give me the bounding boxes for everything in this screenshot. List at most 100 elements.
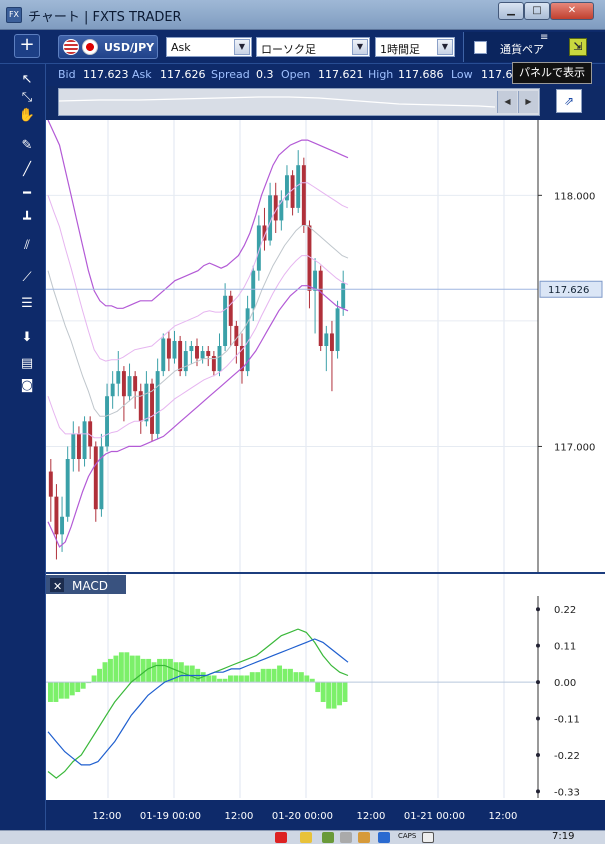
- candle-body: [93, 446, 98, 510]
- macd-histogram-bar: [222, 678, 228, 683]
- macd-signal-line: [47, 638, 349, 766]
- hand-icon[interactable]: ✋: [18, 108, 36, 123]
- candle-body: [223, 295, 228, 346]
- chevron-down-icon[interactable]: ▼: [234, 39, 250, 55]
- chart-type-select[interactable]: ローソク足 ▼: [256, 37, 370, 57]
- vertical-line-icon[interactable]: ┻: [23, 212, 31, 227]
- candle-body: [71, 433, 76, 459]
- macd-histogram-bar: [118, 652, 124, 683]
- macd-tick-label: -0.11: [554, 715, 580, 726]
- navigator-sparkline: [59, 96, 495, 108]
- open-label: Open: [281, 68, 311, 81]
- fan-icon[interactable]: ⟋: [22, 270, 32, 285]
- pair-panel-checkbox[interactable]: [474, 41, 487, 54]
- chart-toolbar: + USD/JPY Ask ▼ ローソク足 ▼ 1時間足 ▼ 通貨ペア ≡ ⇲: [0, 30, 605, 64]
- pair-panel-label[interactable]: 通貨ペア: [500, 43, 544, 56]
- price-chart[interactable]: 118.000 117.000 117.626 ✕ MACD 0.22 0.11 0.00 -0…: [46, 120, 605, 810]
- pin-icon[interactable]: ✎: [21, 138, 33, 153]
- panel-tooltip: パネルで表示: [512, 62, 592, 84]
- cursor-icon[interactable]: ↖: [21, 72, 33, 87]
- chart-area[interactable]: 118.000 117.000 117.626 ✕ MACD 0.22 0.11 0.00 -0…: [46, 120, 605, 810]
- chart-type-value: ローソク足: [261, 43, 316, 56]
- add-chart-button[interactable]: +: [14, 34, 40, 58]
- candle-body: [121, 371, 126, 397]
- popout-icon[interactable]: ⇲: [569, 38, 587, 56]
- chevron-down-icon[interactable]: ▼: [352, 39, 368, 55]
- nav-left-arrow[interactable]: ◀: [497, 91, 517, 113]
- jp-flag-icon: [82, 39, 98, 55]
- time-tick-label: 01-19 00:00: [139, 811, 201, 822]
- record-icon[interactable]: [275, 832, 287, 843]
- candle-body: [256, 225, 261, 271]
- us-flag-icon: [63, 39, 79, 55]
- macd-histogram-bar: [282, 668, 288, 683]
- macd-histogram-bar: [113, 655, 119, 683]
- macd-histogram-bar: [326, 682, 332, 709]
- candle-body: [76, 433, 81, 459]
- candle-body: [228, 295, 233, 326]
- chevron-down-icon[interactable]: ▼: [437, 39, 453, 55]
- network-icon[interactable]: [322, 832, 334, 843]
- taskbar: CAPS 7:19: [0, 830, 605, 844]
- candle-body: [54, 496, 59, 535]
- macd-tick-label: 0.11: [554, 642, 576, 653]
- macd-tick-label: -0.33: [554, 787, 580, 798]
- parallel-lines-icon[interactable]: ⫽: [24, 238, 30, 253]
- macd-histogram-bar: [206, 675, 212, 683]
- bb-upper-line: [47, 120, 349, 309]
- fibonacci-icon[interactable]: ☰: [21, 296, 33, 311]
- macd-histogram-bar: [304, 675, 310, 683]
- macd-tick: [536, 752, 540, 757]
- timeframe-select[interactable]: 1時間足 ▼: [375, 37, 455, 57]
- candle-body: [318, 270, 323, 346]
- candle-body: [88, 421, 93, 447]
- crosshair-cursor-icon[interactable]: ⤡: [21, 90, 33, 105]
- candle-body: [110, 383, 115, 397]
- clock: 7:19: [552, 831, 575, 842]
- macd-tick: [536, 643, 540, 648]
- candle-body: [262, 225, 267, 241]
- macd-histogram-bar: [315, 682, 321, 693]
- horizontal-line-icon[interactable]: ━: [23, 186, 31, 201]
- price-tick-label: 118.000: [554, 191, 595, 202]
- macd-histogram-bar: [211, 675, 217, 683]
- window-icon[interactable]: [422, 832, 434, 843]
- macd-tick: [536, 607, 540, 612]
- camera-icon[interactable]: ◙: [20, 378, 34, 393]
- quote-bar: Bid 117.623 Ask 117.626 Spread 0.3 Open …: [46, 64, 605, 86]
- fx-icon: FX: [6, 7, 22, 23]
- macd-histogram-bar: [277, 665, 282, 683]
- nav-right-arrow[interactable]: ▶: [518, 91, 538, 113]
- bid-label: Bid: [58, 68, 76, 81]
- price-side-select[interactable]: Ask ▼: [166, 37, 252, 57]
- trendline-icon[interactable]: ╱: [23, 162, 31, 177]
- menu-icon[interactable]: ≡: [540, 32, 549, 43]
- time-tick-label: 01-21 00:00: [403, 811, 465, 822]
- title-bar[interactable]: FX チャート | FXTS TRADER ▁ □ ✕: [0, 0, 605, 30]
- minimize-button[interactable]: ▁: [498, 2, 524, 20]
- folder-icon[interactable]: [300, 832, 312, 843]
- macd-label: MACD: [72, 579, 108, 593]
- macd-line: [47, 628, 349, 779]
- candle-body: [116, 371, 121, 384]
- candle-body: [195, 346, 199, 359]
- candle-body: [279, 200, 284, 221]
- package-icon[interactable]: [358, 832, 370, 843]
- macd-histogram-bar: [337, 682, 342, 706]
- price-tick-label: 117.000: [554, 442, 595, 453]
- jump-latest-icon[interactable]: ⇗: [556, 89, 582, 113]
- download-icon[interactable]: ⬇: [21, 330, 33, 345]
- low-label: Low: [451, 68, 473, 81]
- list-icon[interactable]: ▤: [20, 356, 34, 371]
- help-icon[interactable]: [378, 832, 390, 843]
- macd-histogram-bar: [233, 675, 239, 683]
- macd-histogram-bar: [53, 682, 59, 702]
- chart-navigator[interactable]: ◀ ▶: [58, 88, 540, 116]
- close-button[interactable]: ✕: [550, 2, 594, 20]
- macd-histogram-bar: [293, 672, 299, 683]
- currency-pair-button[interactable]: USD/JPY: [58, 35, 158, 59]
- maximize-button[interactable]: □: [524, 2, 550, 20]
- candle-body: [234, 325, 239, 346]
- macd-tick: [536, 716, 540, 721]
- shield-icon[interactable]: [340, 832, 352, 843]
